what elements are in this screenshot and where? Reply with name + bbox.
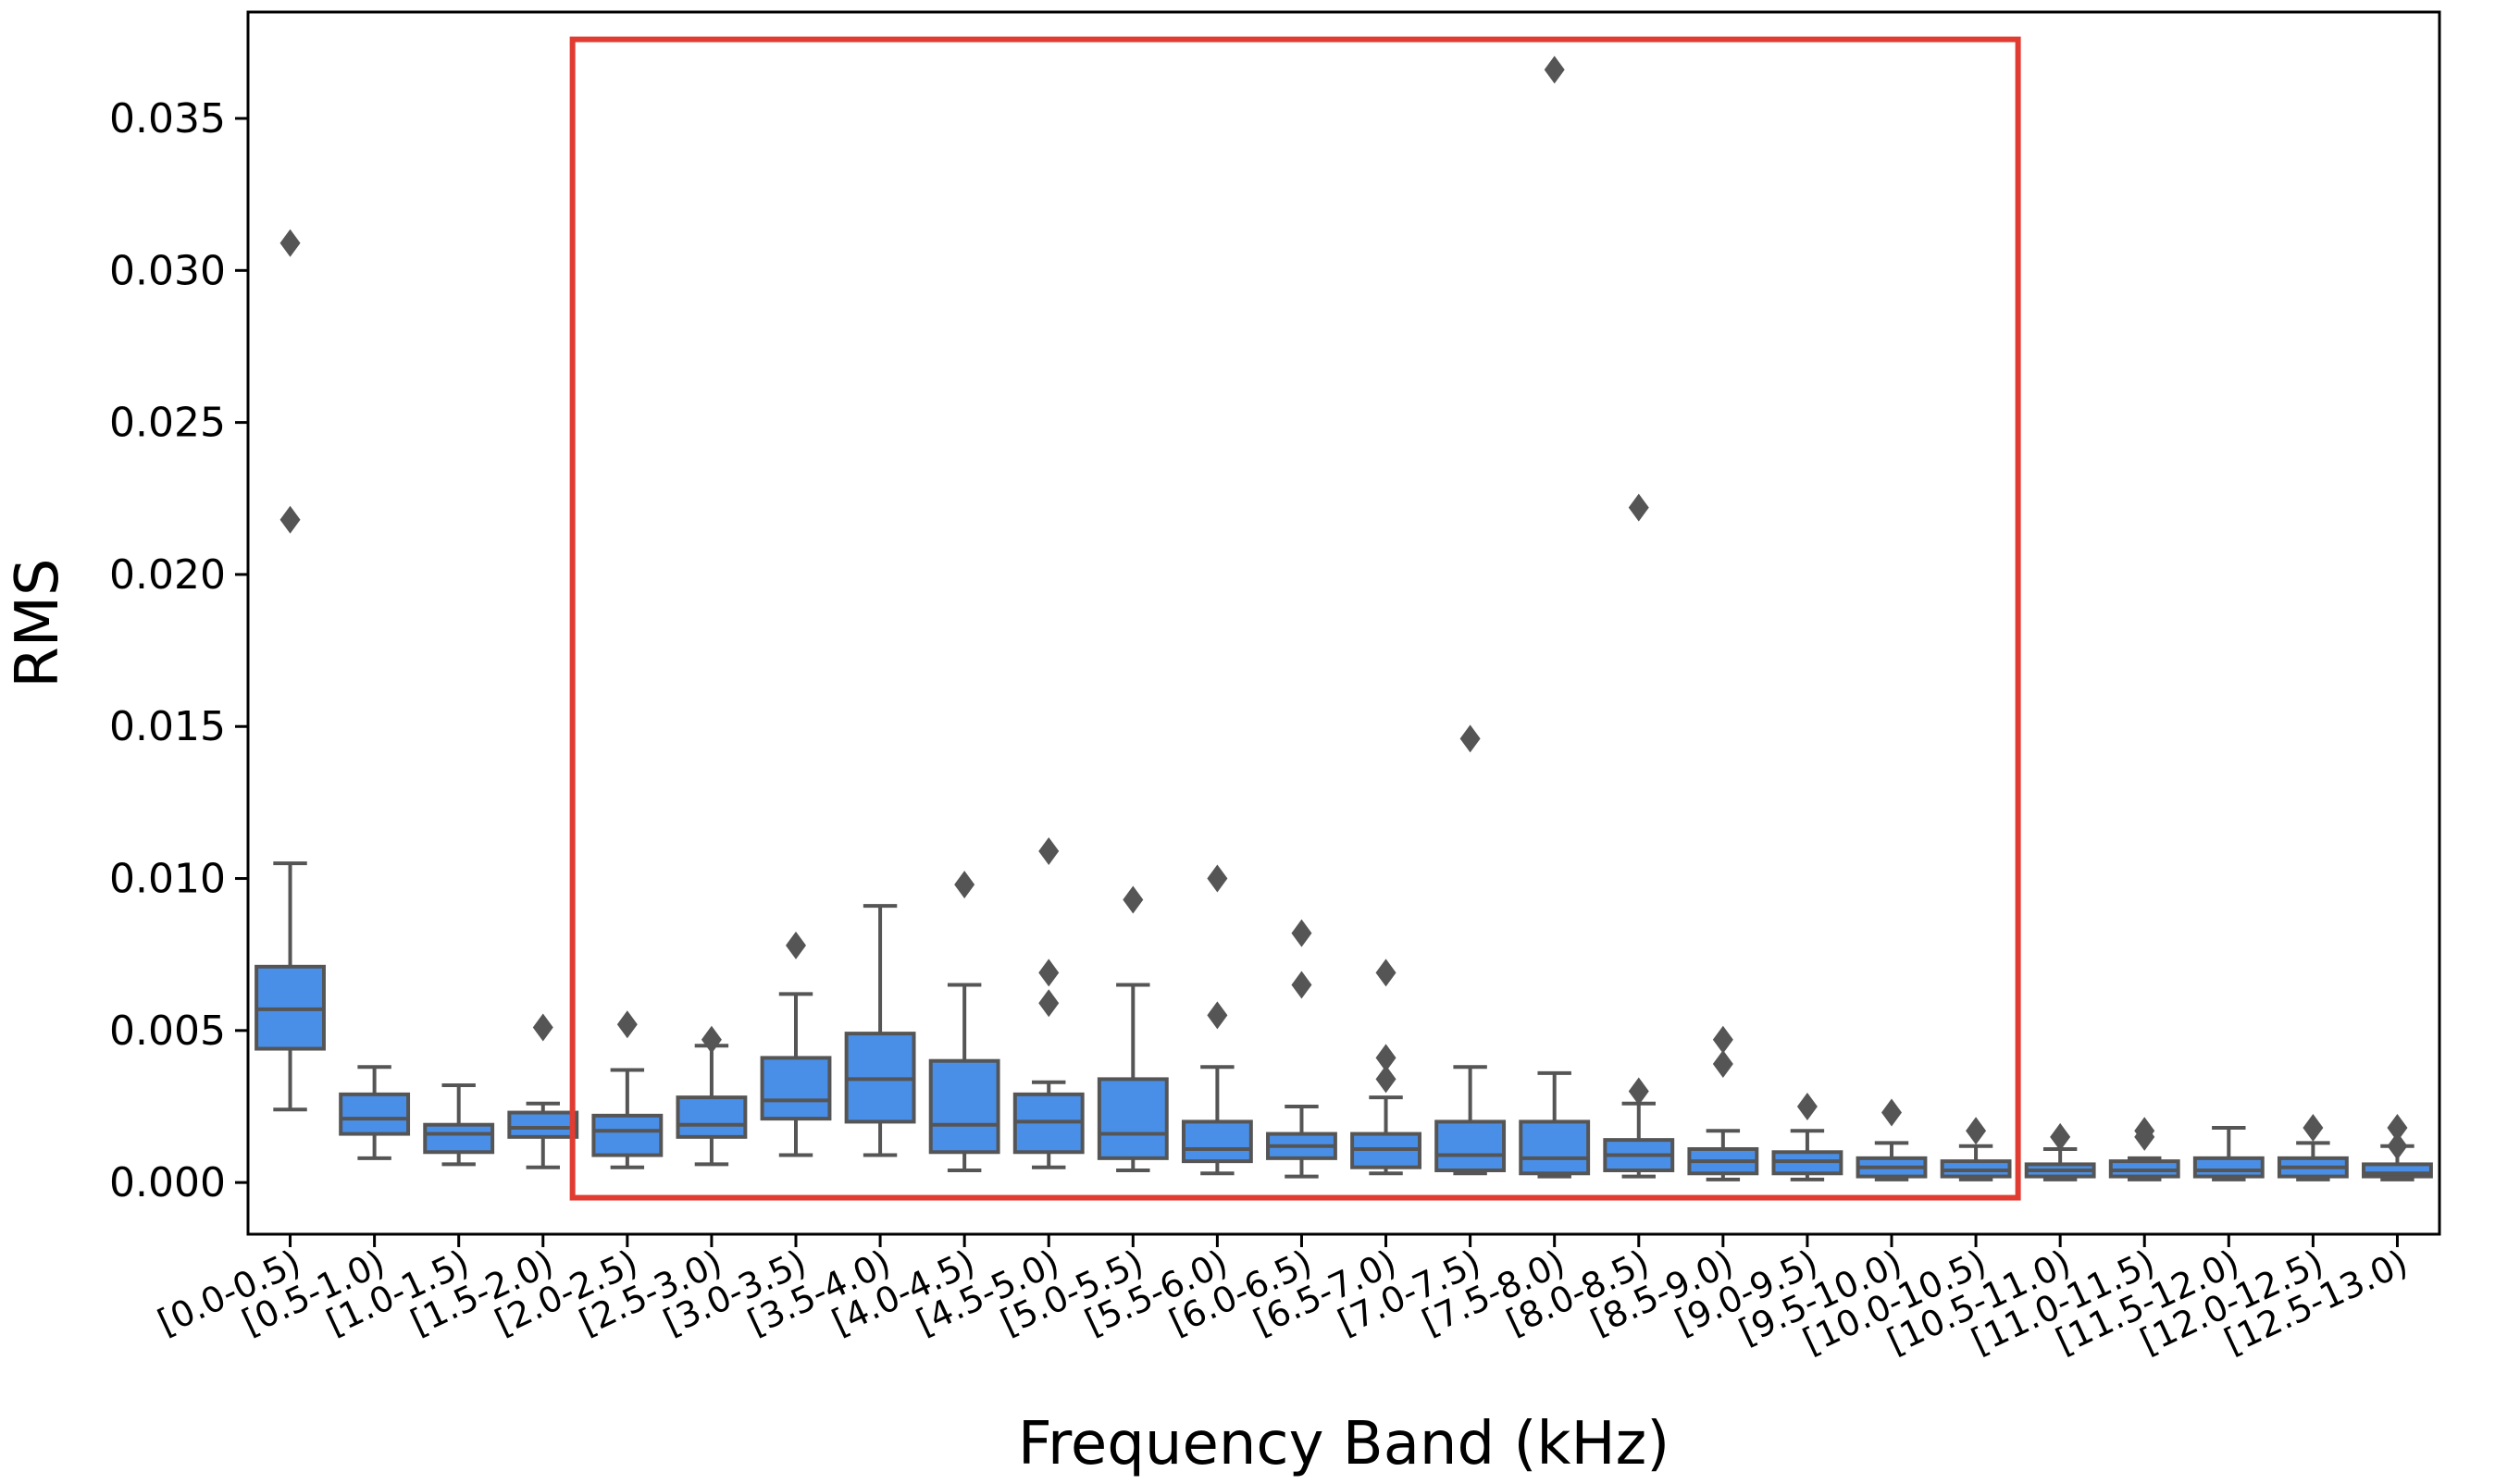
outlier-point bbox=[1207, 864, 1228, 893]
box bbox=[760, 1056, 832, 1121]
y-tick-label: 0.020 bbox=[109, 551, 226, 599]
outlier-point bbox=[1459, 724, 1481, 753]
box-group bbox=[676, 1025, 748, 1167]
outlier-point bbox=[2387, 1132, 2408, 1160]
outlier-point bbox=[1628, 1077, 1649, 1106]
x-axis-label: Frequency Band (kHz) bbox=[1018, 1410, 1670, 1478]
box-group bbox=[1687, 1025, 1759, 1181]
outlier-point bbox=[2387, 1113, 2408, 1142]
box-group bbox=[2108, 1117, 2180, 1181]
outlier-point bbox=[2050, 1122, 2071, 1151]
outlier-point bbox=[1291, 971, 1312, 999]
outlier-point bbox=[1712, 1049, 1733, 1078]
box-group bbox=[844, 904, 916, 1157]
box bbox=[2192, 1156, 2265, 1179]
box-group bbox=[1603, 493, 1675, 1179]
box-group bbox=[1181, 864, 1253, 1176]
box bbox=[1181, 1119, 1253, 1164]
box-group bbox=[1266, 919, 1337, 1179]
box bbox=[928, 1058, 1000, 1155]
outlier-point bbox=[701, 1025, 722, 1054]
box bbox=[591, 1113, 664, 1157]
outlier-point bbox=[532, 1013, 553, 1042]
highlight-layer bbox=[569, 36, 2021, 1201]
outlier-point bbox=[1291, 919, 1312, 947]
box-group bbox=[928, 871, 1000, 1172]
y-tick-label: 0.005 bbox=[109, 1008, 226, 1055]
outlier-point bbox=[954, 871, 975, 899]
y-tick-label: 0.000 bbox=[109, 1159, 226, 1206]
outlier-point bbox=[1796, 1092, 1818, 1120]
outlier-point bbox=[1207, 1001, 1228, 1030]
box bbox=[339, 1092, 411, 1136]
box-group bbox=[1519, 56, 1591, 1179]
box-group bbox=[339, 1065, 411, 1160]
highlight-box bbox=[569, 36, 2021, 1201]
outlier-point bbox=[2134, 1122, 2155, 1151]
box bbox=[1519, 1119, 1591, 1176]
box bbox=[507, 1110, 579, 1139]
y-axis-label: RMS bbox=[4, 558, 72, 687]
box-group bbox=[760, 931, 832, 1157]
y-tick-label: 0.025 bbox=[109, 400, 226, 447]
box bbox=[1097, 1077, 1169, 1160]
y-tick-label: 0.035 bbox=[109, 95, 226, 142]
outlier-point bbox=[1038, 958, 1060, 987]
box-group bbox=[2192, 1125, 2265, 1181]
outlier-point bbox=[1881, 1098, 1902, 1127]
outlier-point bbox=[1628, 493, 1649, 522]
outlier-point bbox=[2303, 1113, 2324, 1142]
outlier-point bbox=[1544, 56, 1565, 84]
box-group bbox=[1097, 885, 1169, 1172]
y-tick-label: 0.030 bbox=[109, 247, 226, 294]
outlier-point bbox=[1966, 1117, 1987, 1145]
outlier-point bbox=[1375, 1044, 1396, 1072]
outlier-point bbox=[616, 1010, 638, 1039]
outlier-point bbox=[1375, 958, 1396, 987]
box-group bbox=[2277, 1113, 2349, 1181]
outlier-point bbox=[279, 229, 301, 257]
plot-marks bbox=[254, 56, 2433, 1181]
box-group bbox=[1434, 724, 1507, 1176]
box-group bbox=[2362, 1113, 2433, 1181]
box-group bbox=[1771, 1092, 1843, 1181]
box-group bbox=[591, 1010, 664, 1169]
outlier-point bbox=[1038, 836, 1060, 865]
box-group bbox=[1012, 836, 1085, 1169]
box-group bbox=[2024, 1122, 2096, 1181]
box bbox=[676, 1095, 748, 1139]
box-group bbox=[1940, 1117, 2012, 1181]
box-group bbox=[1856, 1098, 1928, 1181]
box bbox=[423, 1122, 495, 1155]
outlier-point bbox=[1123, 885, 1144, 914]
y-axis-ticks: 0.000 0.005 0.010 0.015 0.020 0.025 0.030 0.035 bbox=[109, 95, 248, 1206]
outlier-point bbox=[1712, 1025, 1733, 1054]
y-tick-label: 0.010 bbox=[109, 856, 226, 903]
outlier-point bbox=[786, 931, 806, 959]
x-axis-ticks: [0.0-0.5)[0.5-1.0)[1.0-1.5)[1.5-2.0)[2.0… bbox=[152, 1234, 2414, 1362]
box bbox=[1434, 1119, 1507, 1172]
outlier-point bbox=[279, 505, 301, 534]
box-group bbox=[254, 229, 326, 1112]
box-group bbox=[507, 1013, 579, 1169]
box-group bbox=[423, 1082, 495, 1167]
outlier-point bbox=[1038, 989, 1060, 1018]
outlier-point bbox=[1375, 1065, 1396, 1094]
box-group bbox=[1350, 958, 1421, 1176]
y-tick-label: 0.015 bbox=[109, 703, 226, 750]
plot-frame bbox=[246, 10, 2441, 1236]
